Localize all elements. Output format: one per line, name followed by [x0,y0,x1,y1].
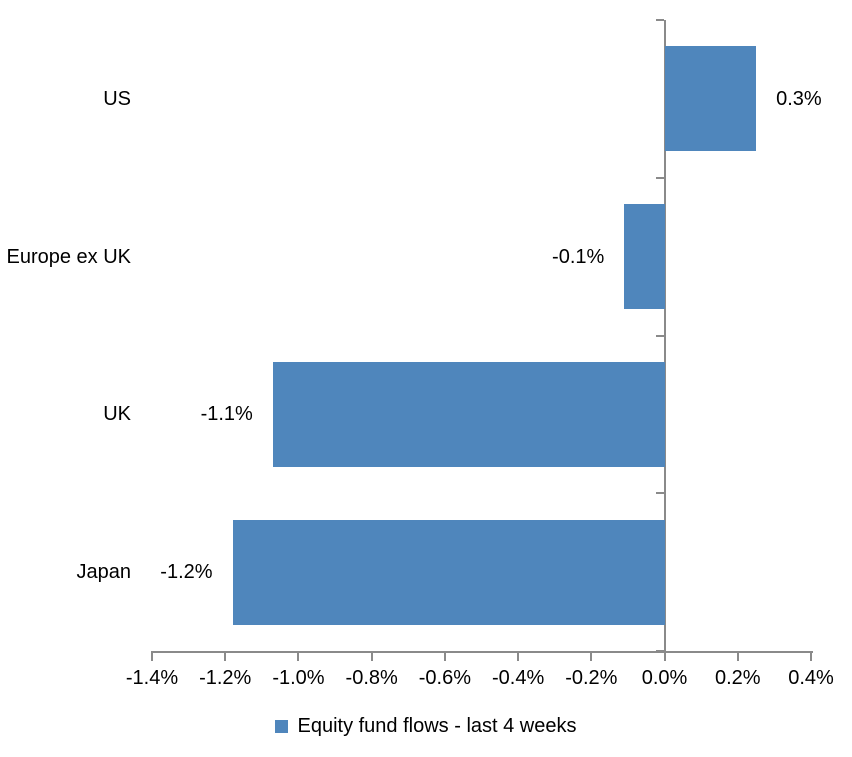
x-axis-tick [297,651,300,661]
x-axis-tick [370,651,373,661]
x-axis-tick [443,651,446,661]
y-axis-tick [655,334,664,337]
x-axis-tick-label: 0.2% [714,667,761,689]
y-axis-tick [655,19,664,21]
x-axis-tick-label: -0.2% [565,667,618,689]
x-axis-tick-label: -0.6% [418,667,471,689]
x-axis-tick-label: -0.4% [491,667,545,689]
x-axis-tick [663,651,666,661]
category-label: Japan [76,561,132,584]
x-axis-tick [151,651,153,661]
x-axis-tick [517,651,520,661]
bar-us [664,46,757,152]
bar-europe-ex-uk [624,204,665,310]
x-axis-tick-label: -1.2% [199,667,252,689]
x-axis-tick [224,651,227,661]
legend-label: Equity fund flows - last 4 weeks [297,715,577,737]
legend-marker-icon [275,719,289,733]
legend: Equity fund flows - last 4 weeks [0,712,852,740]
x-axis-tick-label: -0.8% [345,667,398,689]
x-axis-tick [810,651,812,661]
x-axis-tick-label: 0.4% [788,667,834,689]
y-axis-tick [655,176,664,179]
category-label: Europe ex UK [6,245,131,268]
data-label: 0.3% [776,87,822,110]
x-axis-tick-label: 0.0% [641,667,688,689]
x-axis-line [152,651,813,653]
category-label: US [103,87,131,110]
x-axis-tick-label: -1.0% [272,667,325,689]
x-axis-tick [736,651,739,661]
data-label: -0.1% [552,245,605,268]
bar-uk [272,361,665,467]
x-axis-tick-label: -1.4% [125,667,179,689]
data-label: -1.2% [160,561,213,584]
data-label: -1.1% [200,403,253,426]
y-axis-line [663,20,666,651]
y-axis-tick [655,492,664,495]
category-label: UK [103,403,131,426]
x-axis-tick [590,651,593,661]
bar-japan [232,519,665,625]
